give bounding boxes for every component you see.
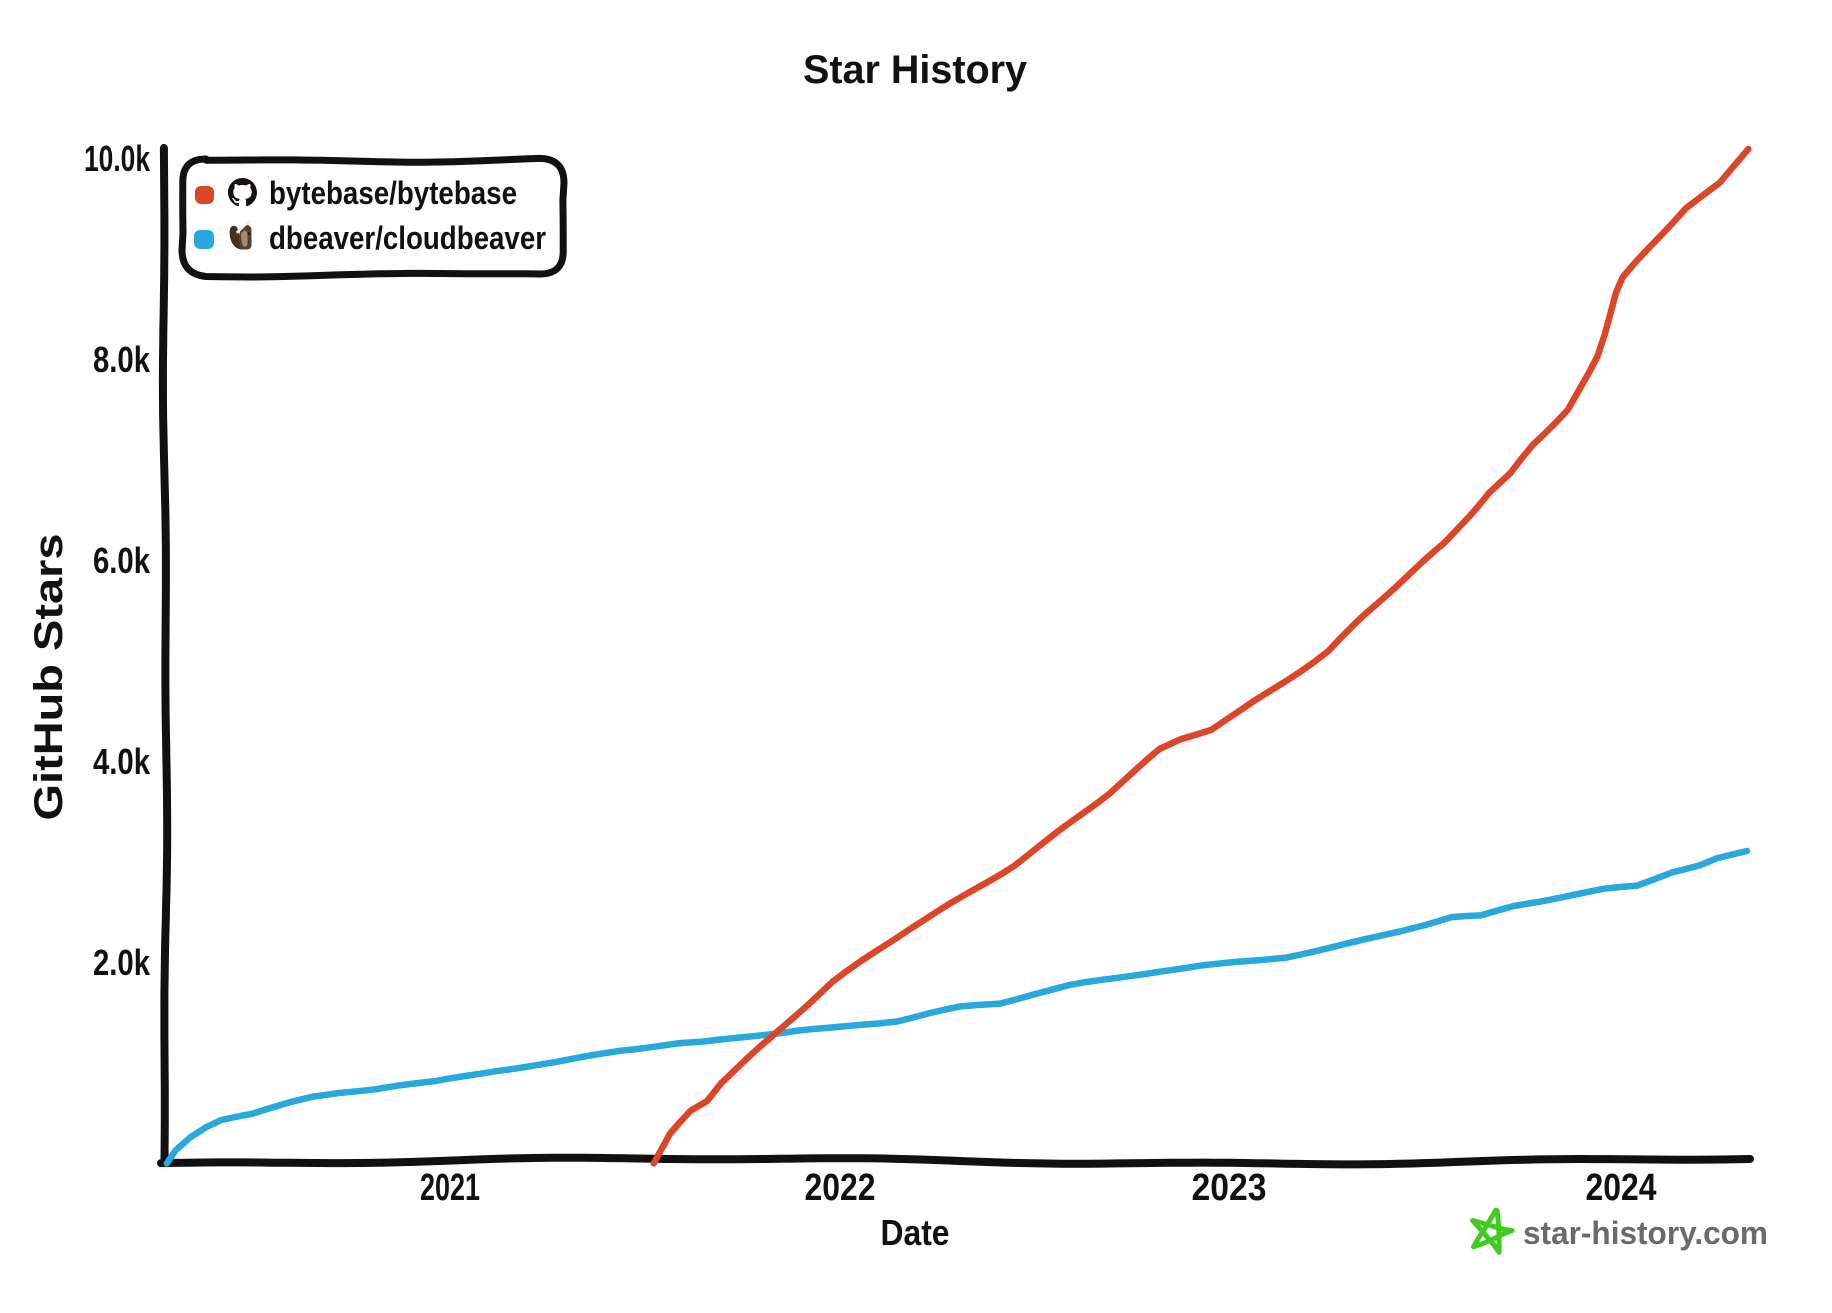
svg-text:2.0k: 2.0k (93, 942, 151, 983)
svg-text:2023: 2023 (1192, 1167, 1267, 1209)
svg-text:6.0k: 6.0k (93, 540, 151, 581)
svg-text:GitHub Stars: GitHub Stars (27, 534, 71, 821)
svg-text:2024: 2024 (1586, 1167, 1657, 1209)
svg-text:dbeaver/cloudbeaver: dbeaver/cloudbeaver (269, 220, 546, 256)
svg-text:2022: 2022 (805, 1167, 876, 1209)
svg-text:bytebase/bytebase: bytebase/bytebase (269, 175, 517, 211)
svg-text:4.0k: 4.0k (93, 741, 151, 782)
svg-text:Date: Date (881, 1212, 950, 1253)
svg-text:10.0k: 10.0k (84, 138, 151, 179)
svg-text:Star History: Star History (803, 48, 1028, 92)
svg-text:2021: 2021 (420, 1167, 480, 1209)
svg-text:star-history.com: star-history.com (1523, 1215, 1768, 1251)
svg-text:8.0k: 8.0k (93, 339, 151, 380)
